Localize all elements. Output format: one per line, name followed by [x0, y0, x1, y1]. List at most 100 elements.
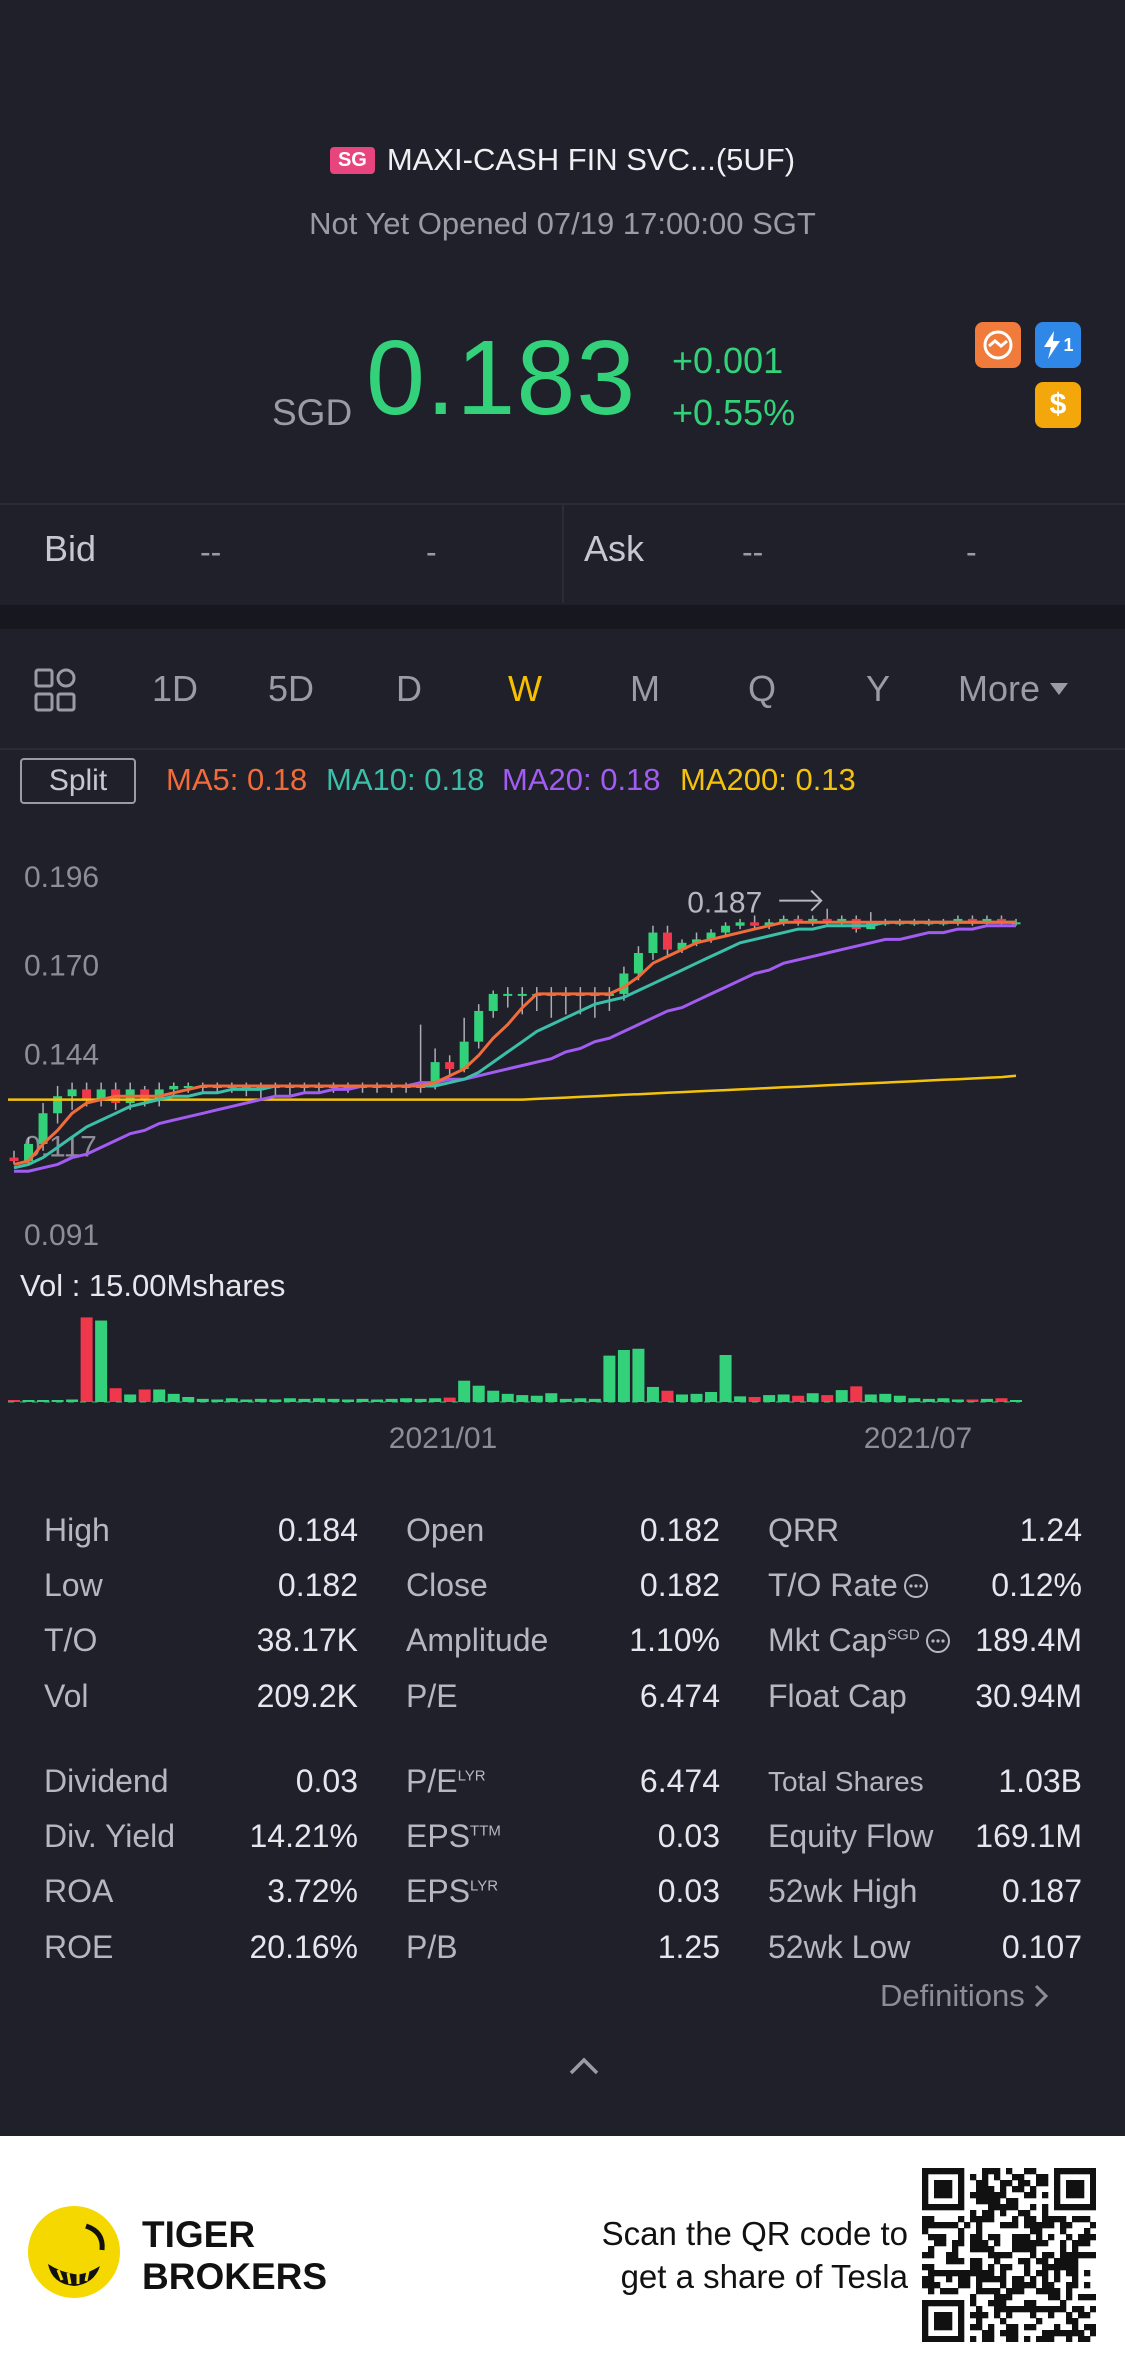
volume-bar	[385, 1398, 398, 1402]
stat-value: 0.12%	[991, 1567, 1082, 1603]
tab-d[interactable]: D	[396, 668, 422, 709]
volume-bar	[821, 1395, 834, 1402]
volume-bar	[80, 1317, 93, 1402]
candle-body	[517, 993, 527, 996]
volume-bar	[763, 1395, 776, 1402]
volume-bar	[254, 1398, 267, 1402]
candle-body	[677, 942, 687, 950]
volume-bar	[327, 1398, 340, 1402]
stat-label-superscript: LYR	[470, 1877, 499, 1895]
brand-name-line2: BROKERS	[142, 2256, 328, 2297]
split-button[interactable]: Split	[20, 758, 136, 804]
volume-bar	[719, 1355, 732, 1402]
volume-bar	[646, 1386, 659, 1402]
stat-value: 1.25	[657, 1929, 720, 1965]
volume-bar	[240, 1399, 253, 1402]
stat-value: 1.10%	[629, 1622, 720, 1658]
last-price: 0.183	[366, 319, 637, 437]
volume-bar	[429, 1398, 442, 1402]
x-tick-label: 2021/01	[389, 1422, 497, 1455]
tab-w[interactable]: W	[508, 668, 542, 709]
candle-body	[808, 918, 818, 923]
market-badge: SG	[329, 147, 375, 174]
stat-label: T/O	[44, 1622, 98, 1658]
y-tick-label: 0.196	[24, 861, 99, 894]
candle-body	[53, 1096, 63, 1114]
price-change-pct: +0.55%	[672, 392, 796, 433]
handshake-icon[interactable]	[975, 322, 1021, 368]
tab-1d[interactable]: 1D	[152, 668, 199, 709]
candle-body	[662, 932, 672, 950]
candle-body	[82, 1089, 92, 1100]
stat-label: Mkt CapSGD	[768, 1622, 952, 1659]
promo-text-line1: Scan the QR code to	[601, 2215, 908, 2252]
volume-bar	[966, 1399, 979, 1402]
stat-value: 0.184	[277, 1512, 358, 1548]
volume-bar	[371, 1399, 384, 1402]
volume-bar	[487, 1390, 500, 1402]
stat-value: 6.474	[639, 1763, 720, 1799]
volume-bar	[574, 1398, 587, 1402]
y-tick-label: 0.144	[24, 1038, 99, 1071]
ask-label: Ask	[584, 528, 645, 569]
info-icon[interactable]	[920, 1622, 952, 1658]
volume-bar	[937, 1398, 950, 1402]
section-gap	[0, 605, 1125, 629]
stat-label: Float Cap	[768, 1678, 907, 1714]
y-tick-label: 0.170	[24, 950, 99, 983]
info-icon[interactable]	[898, 1567, 930, 1603]
max-price-label: 0.187	[687, 887, 762, 920]
tab-q[interactable]: Q	[748, 668, 777, 709]
volume-bar	[922, 1398, 935, 1402]
volume-bar	[414, 1398, 427, 1402]
stat-label: Div. Yield	[44, 1818, 176, 1854]
volume-bar	[676, 1394, 688, 1402]
volume-label: Vol : 15.00Mshares	[20, 1268, 285, 1303]
definitions-link[interactable]: Definitions	[880, 1978, 1049, 2014]
more-dropdown[interactable]: More	[958, 668, 1069, 710]
bid-size: -	[426, 534, 437, 570]
volume-bar	[211, 1399, 224, 1402]
volume-bar	[182, 1396, 195, 1402]
collapse-chevron-up-icon[interactable]	[568, 2056, 600, 2081]
stat-value: 0.03	[295, 1763, 358, 1799]
volume-bar	[283, 1398, 296, 1402]
volume-bar	[95, 1320, 108, 1402]
stat-label-superscript: TTM	[470, 1822, 501, 1840]
stat-label: ROA	[44, 1873, 114, 1909]
tab-y[interactable]: Y	[866, 668, 891, 709]
candle-body	[822, 918, 832, 923]
stat-label: EPSTTM	[406, 1818, 501, 1854]
bid-price: --	[200, 534, 222, 570]
more-label: More	[958, 668, 1041, 709]
dollar-icon[interactable]: $	[1035, 382, 1081, 428]
volume-bar	[153, 1389, 166, 1402]
volume-bar	[22, 1400, 35, 1402]
volume-bar	[705, 1391, 718, 1402]
ask-size: -	[966, 534, 977, 570]
volume-bar	[225, 1398, 238, 1402]
stat-label: Total Shares	[768, 1766, 924, 1797]
tab-5d[interactable]: 5D	[268, 668, 315, 709]
stat-value: 1.03B	[998, 1763, 1082, 1799]
promo-text-line2: get a share of Tesla	[620, 2258, 908, 2295]
ma10-legend: MA10: 0.18	[326, 762, 485, 797]
tab-m[interactable]: M	[630, 668, 660, 709]
stat-value: 14.21%	[249, 1818, 358, 1854]
volume-bar	[951, 1399, 964, 1402]
layout-grid-icon[interactable]	[34, 668, 78, 712]
lightning-1-icon[interactable]: 1	[1035, 322, 1081, 368]
volume-bar	[603, 1355, 616, 1402]
candle-body	[96, 1089, 106, 1100]
volume-bar	[342, 1399, 354, 1402]
stat-value: 0.182	[639, 1567, 720, 1603]
stat-value: 3.72%	[267, 1873, 358, 1909]
volume-bar	[734, 1396, 747, 1402]
stat-value: 0.107	[1001, 1929, 1082, 1965]
stat-label: High	[44, 1512, 110, 1548]
stat-value: 0.182	[639, 1512, 720, 1548]
ma5-line	[13, 920, 1016, 1166]
volume-bar	[864, 1394, 877, 1402]
candle-body	[750, 922, 760, 926]
